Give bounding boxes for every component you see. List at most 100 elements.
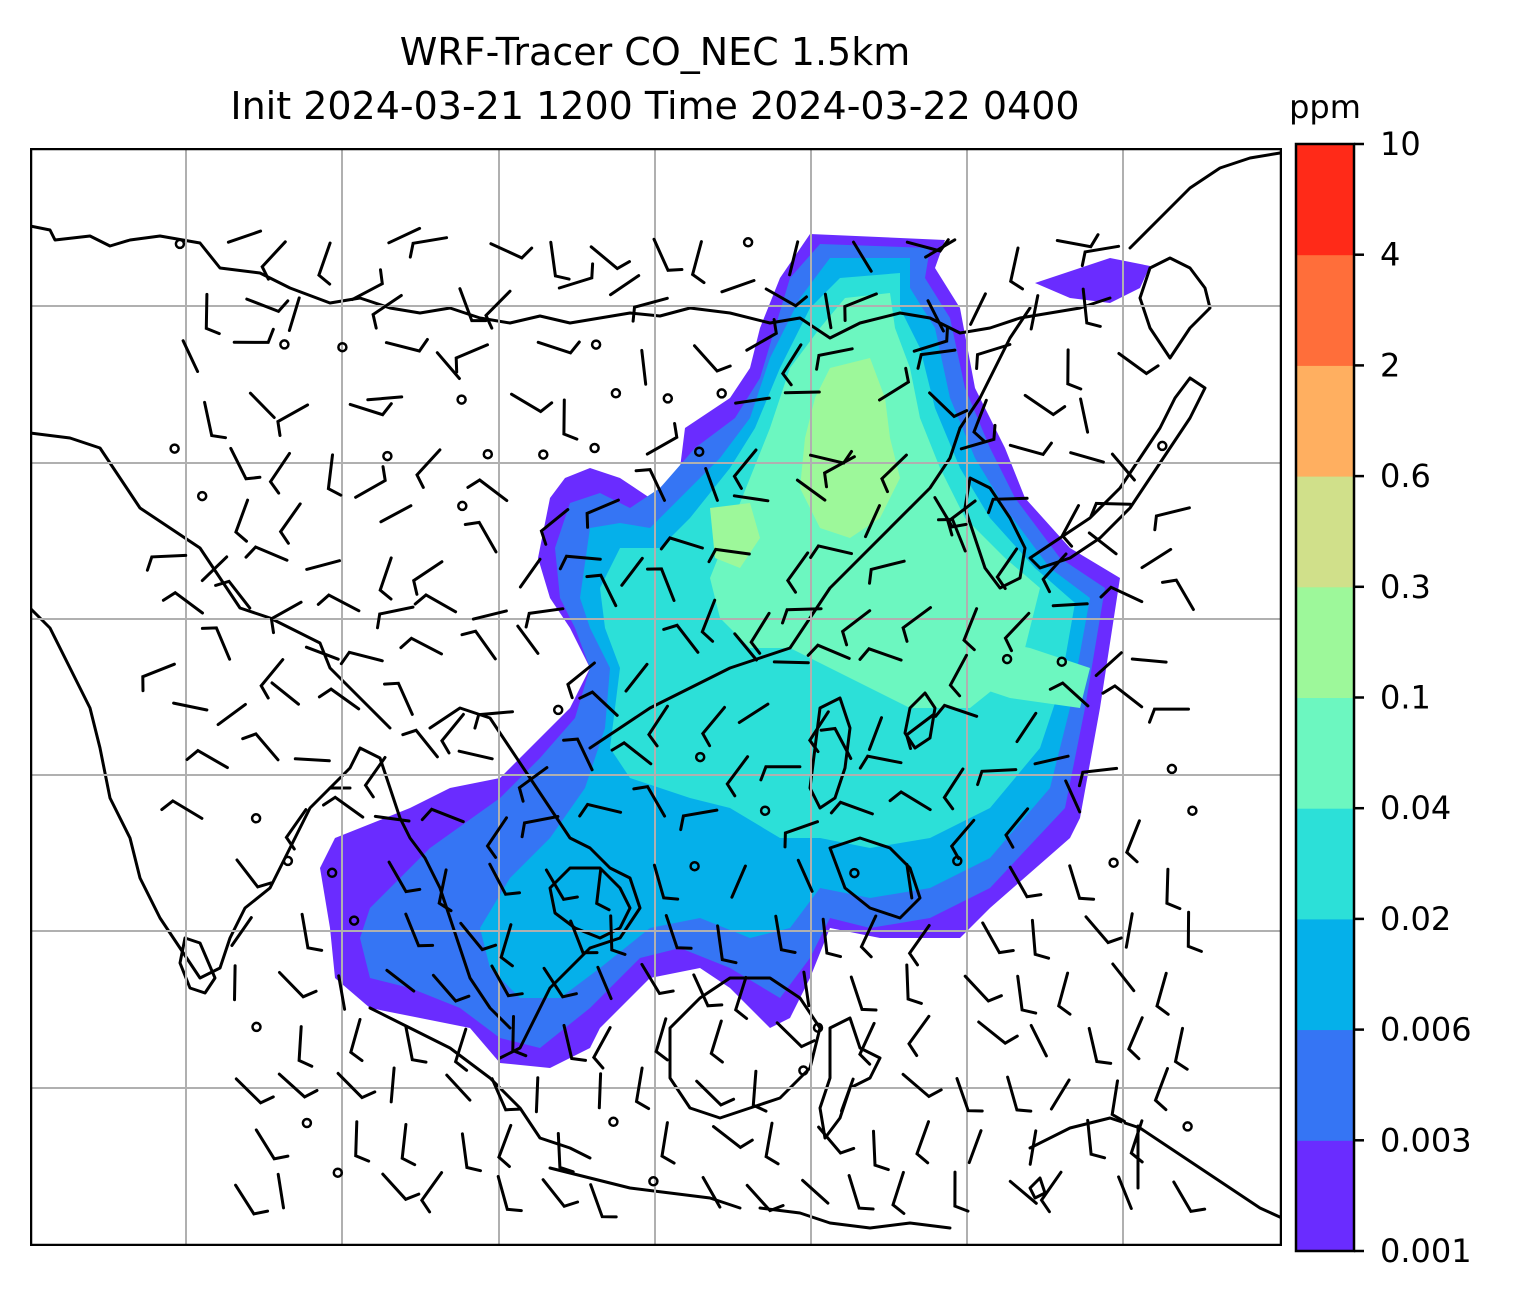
wind-barb	[631, 296, 669, 323]
wind-barb	[829, 800, 874, 816]
wind-barb	[817, 1125, 856, 1155]
wind-barb	[901, 1072, 943, 1099]
wind-barb	[662, 623, 700, 654]
wind-barb	[408, 236, 449, 259]
wind-barb	[796, 858, 814, 893]
wind-barb	[916, 348, 957, 370]
coastline-japan	[1028, 376, 1207, 570]
wind-barb	[248, 391, 276, 419]
wind-barb	[905, 963, 923, 1005]
wind-barb	[1068, 864, 1096, 901]
wind-barb	[948, 653, 968, 698]
wind-barb	[161, 590, 204, 615]
wind-barb	[511, 1015, 528, 1058]
coastline-indochina	[428, 706, 642, 1060]
wind-barb	[774, 914, 797, 954]
wind-barb	[654, 1017, 669, 1062]
coastline-taiwan	[903, 691, 937, 750]
colorbar-block	[1296, 254, 1354, 366]
wind-barb	[354, 465, 387, 499]
wind-barb	[524, 607, 565, 629]
wind-barb	[454, 343, 489, 374]
wind-barb	[659, 536, 704, 551]
colorbar-tick-label: 0.3	[1380, 568, 1431, 606]
wind-barb	[1117, 352, 1160, 376]
wind-barb	[544, 868, 579, 901]
wind-barb	[413, 593, 458, 614]
wind-barb	[987, 496, 1029, 515]
calm-wind-marker	[174, 238, 186, 250]
calm-wind-marker	[382, 450, 393, 462]
wind-barb	[235, 858, 273, 889]
wind-barb	[912, 325, 949, 353]
colorbar-block	[1296, 144, 1354, 256]
map-panel	[30, 148, 1282, 1246]
calm-wind-marker	[348, 915, 360, 926]
coastline-bay-bengal	[328, 746, 512, 1030]
calm-wind-marker	[662, 393, 674, 404]
wind-barb	[234, 1077, 275, 1105]
wind-barb	[460, 1132, 482, 1173]
wind-barb	[1089, 501, 1132, 518]
wind-barb	[562, 1023, 587, 1062]
wind-barb	[536, 340, 581, 355]
wind-barb	[732, 448, 758, 490]
plume-layer-northeast	[1035, 258, 1150, 303]
wind-barb	[859, 914, 878, 959]
wind-barb	[1172, 1180, 1207, 1214]
wind-barb	[647, 704, 669, 748]
calm-wind-marker	[694, 751, 706, 763]
calm-wind-marker	[952, 855, 963, 867]
calm-wind-marker	[1108, 857, 1119, 868]
wind-barb	[378, 556, 393, 601]
wind-barb	[926, 299, 945, 333]
calm-wind-marker	[301, 1117, 313, 1129]
wind-barb	[322, 795, 365, 819]
wind-barb	[1094, 651, 1123, 677]
wind-barb	[1101, 684, 1144, 709]
wind-barb	[589, 245, 631, 271]
wind-barb	[1173, 1026, 1189, 1071]
wind-barb	[981, 921, 1015, 955]
wind-barb	[181, 339, 200, 373]
wind-barb	[260, 240, 287, 281]
wind-barb	[1008, 1179, 1038, 1205]
wind-barb	[1081, 287, 1102, 328]
wind-barb	[664, 914, 693, 950]
calm-wind-marker	[282, 855, 294, 867]
colorbar-blocks	[1296, 144, 1354, 1252]
wind-barb	[949, 818, 976, 860]
wind-barb	[326, 453, 343, 497]
map-title-line1: WRF-Tracer CO_NEC 1.5km	[399, 30, 911, 74]
wind-barb	[556, 1132, 575, 1174]
gridlines	[30, 148, 1282, 1246]
wind-barb	[473, 710, 514, 730]
wind-barb	[1155, 971, 1170, 1016]
wind-barb	[640, 962, 675, 996]
wind-barb	[1029, 1024, 1048, 1058]
wind-barb	[1079, 397, 1090, 434]
wind-barb	[172, 701, 209, 712]
colorbar-tick-label: 0.1	[1380, 679, 1431, 717]
wind-barb	[772, 660, 810, 665]
plume-layer-peak	[800, 358, 900, 538]
colorbar-tick-label: 0.04	[1380, 789, 1451, 827]
wind-barb	[520, 815, 560, 839]
wind-barb	[339, 650, 384, 666]
wind-barb	[596, 965, 613, 1001]
calm-wind-marker	[608, 1116, 619, 1128]
wind-barb	[843, 292, 878, 322]
wind-barb	[977, 1020, 1019, 1046]
wind-barb	[385, 968, 416, 993]
wind-barb	[293, 757, 331, 763]
wind-barb	[1080, 244, 1121, 268]
wind-barb	[858, 1021, 876, 1066]
wind-barb	[458, 287, 488, 323]
wind-barb	[539, 508, 570, 546]
wind-barb	[200, 555, 229, 583]
wind-barb	[415, 448, 442, 489]
wind-barb	[558, 554, 602, 571]
wind-barb	[934, 703, 979, 718]
wind-barb	[542, 966, 578, 999]
wind-barb	[276, 403, 310, 437]
